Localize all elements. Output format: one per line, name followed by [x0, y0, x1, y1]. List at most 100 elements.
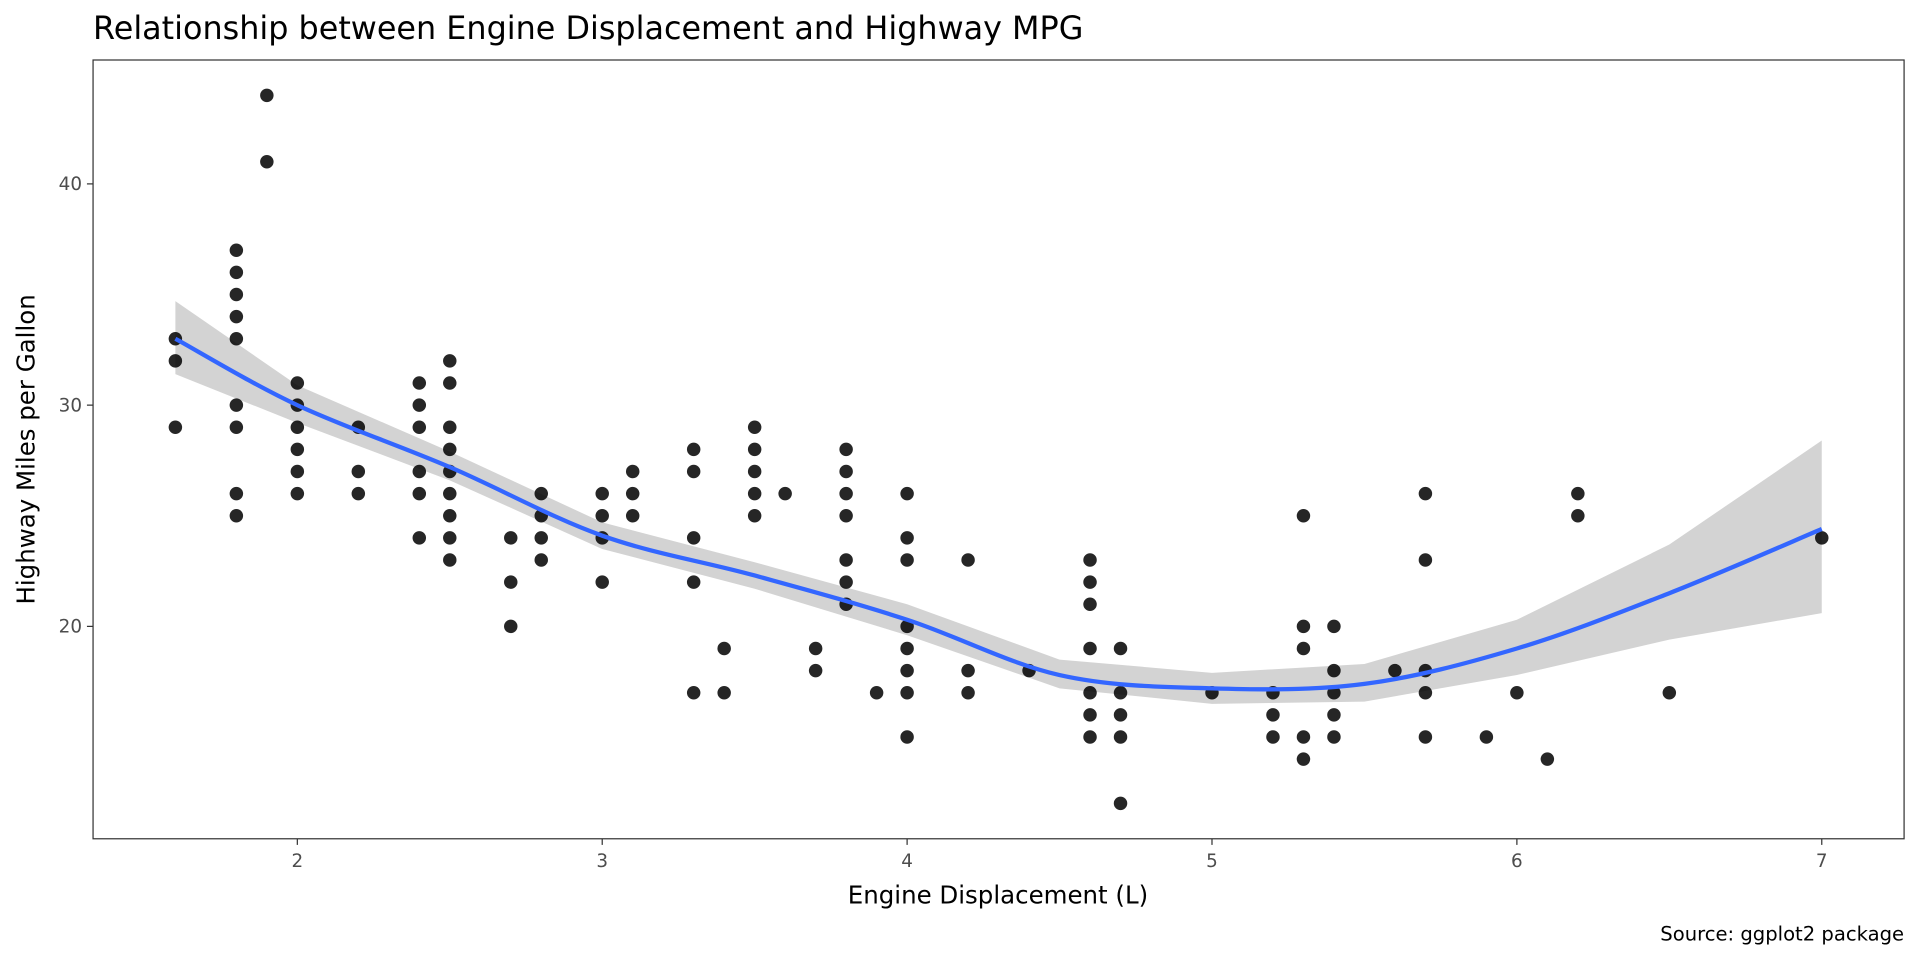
data-point — [778, 486, 792, 501]
data-point — [412, 486, 427, 501]
data-point — [625, 509, 640, 523]
data-point — [1388, 663, 1402, 678]
data-point — [900, 663, 914, 678]
data-point — [1113, 708, 1128, 722]
data-point — [1418, 486, 1433, 501]
data-point — [412, 420, 427, 434]
y-tick-label: 20 — [59, 617, 82, 638]
data-point — [595, 575, 609, 589]
data-point — [534, 486, 548, 501]
data-point — [260, 155, 274, 169]
data-point — [290, 376, 305, 390]
data-point — [900, 641, 914, 656]
data-point — [534, 531, 548, 545]
data-point — [900, 486, 914, 501]
data-point — [686, 442, 701, 457]
data-point — [1083, 597, 1097, 611]
data-point — [443, 486, 457, 501]
data-point — [290, 420, 305, 434]
data-point — [229, 420, 244, 434]
data-point — [869, 686, 884, 700]
data-point — [1479, 730, 1494, 744]
data-point — [900, 531, 914, 545]
data-point — [229, 509, 244, 523]
data-point — [1296, 509, 1311, 523]
data-point — [1113, 796, 1128, 811]
data-point — [686, 575, 701, 589]
data-point — [229, 243, 244, 258]
data-point — [1296, 752, 1311, 766]
data-point — [229, 398, 244, 412]
smooth-line — [174, 336, 1823, 692]
data-point — [412, 376, 427, 390]
data-point — [504, 531, 518, 545]
data-point — [504, 619, 518, 634]
data-point — [1083, 730, 1097, 744]
data-point — [747, 464, 762, 479]
data-point — [443, 509, 457, 523]
data-point — [412, 398, 427, 412]
data-point — [168, 420, 183, 434]
data-point — [1296, 730, 1311, 744]
data-point — [747, 486, 762, 501]
data-point — [1113, 730, 1128, 744]
data-point — [290, 464, 305, 479]
x-tick-label: 6 — [1511, 851, 1523, 872]
data-point — [625, 464, 640, 479]
data-point — [1327, 619, 1341, 634]
data-point — [686, 531, 701, 545]
data-point — [1418, 553, 1433, 567]
data-point — [717, 686, 731, 700]
data-point — [1662, 686, 1677, 700]
data-point — [961, 553, 975, 567]
data-point — [443, 553, 457, 567]
data-point — [443, 531, 457, 545]
data-point — [1418, 686, 1433, 700]
data-point — [1571, 486, 1585, 501]
data-point — [839, 464, 853, 479]
x-axis-label: Engine Displacement (L) — [848, 881, 1148, 910]
data-point — [808, 641, 823, 656]
x-tick-label: 3 — [596, 851, 608, 872]
data-point — [1266, 730, 1280, 744]
data-point — [504, 575, 518, 589]
data-point — [961, 686, 975, 700]
y-tick-label: 30 — [59, 395, 82, 416]
data-point — [229, 309, 244, 324]
data-point — [839, 575, 853, 589]
data-point — [1815, 531, 1829, 545]
data-point — [412, 531, 427, 545]
data-point — [686, 464, 701, 479]
data-point — [1266, 708, 1280, 722]
x-tick-label: 4 — [901, 851, 913, 872]
data-point — [747, 442, 762, 457]
data-point — [625, 486, 640, 501]
data-point — [839, 442, 853, 457]
data-point — [443, 442, 457, 457]
data-point — [747, 420, 762, 434]
x-tick-label: 2 — [291, 851, 303, 872]
data-point — [229, 265, 244, 280]
data-point — [534, 553, 548, 567]
data-point — [900, 686, 914, 700]
confidence-band — [175, 301, 1822, 704]
data-point — [1083, 553, 1097, 567]
data-point — [1327, 663, 1341, 678]
data-point — [1296, 641, 1311, 656]
data-point — [1113, 641, 1128, 656]
data-point — [229, 332, 244, 346]
data-point — [1083, 575, 1097, 589]
data-point — [260, 88, 274, 103]
data-point — [443, 420, 457, 434]
data-point — [1083, 686, 1097, 700]
data-point — [900, 553, 914, 567]
data-point — [229, 486, 244, 501]
data-point — [351, 486, 366, 501]
data-point — [839, 553, 853, 567]
data-point — [595, 509, 609, 523]
chart-title: Relationship between Engine Displacement… — [93, 9, 1083, 47]
x-tick-label: 7 — [1816, 851, 1828, 872]
data-point — [443, 354, 457, 368]
data-point — [290, 486, 305, 501]
data-point — [443, 376, 457, 390]
